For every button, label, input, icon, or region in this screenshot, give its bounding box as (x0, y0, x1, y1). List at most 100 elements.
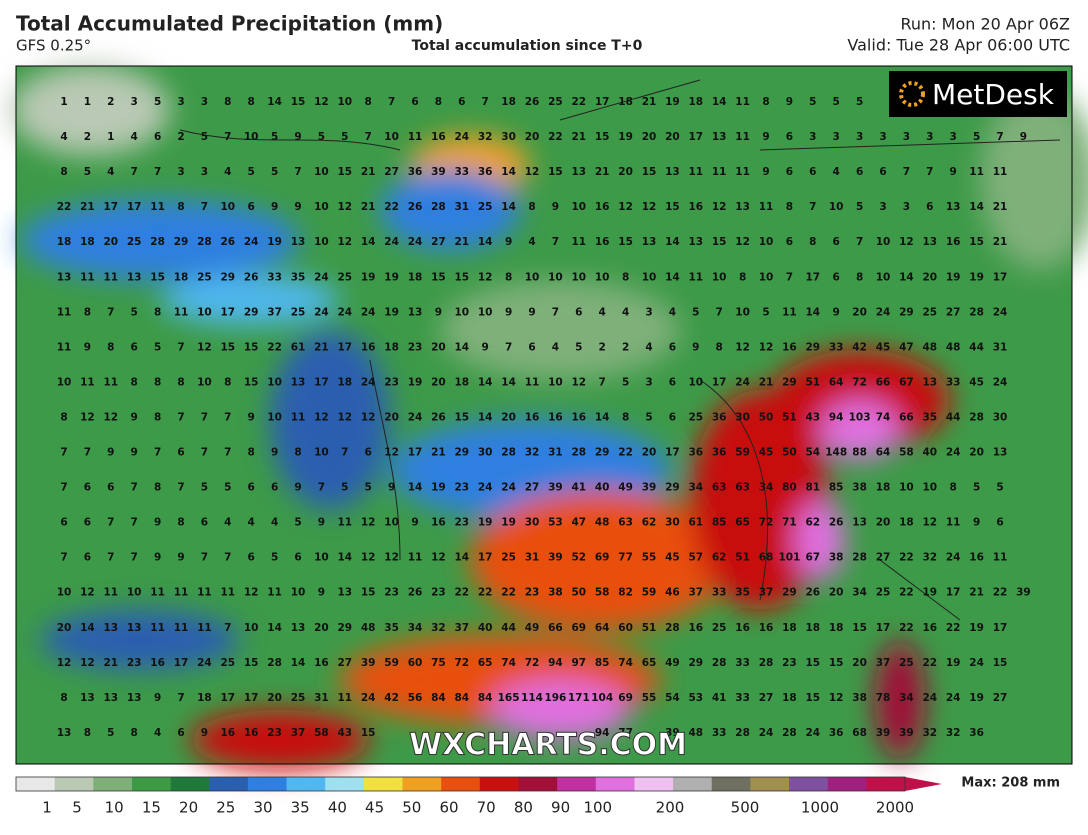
grid-value: 9 (248, 411, 255, 423)
grid-value: 25 (922, 306, 937, 318)
grid-value: 6 (84, 482, 91, 494)
grid-value: 18 (80, 236, 95, 248)
legend-swatch (93, 777, 133, 791)
grid-value: 6 (271, 482, 278, 494)
grid-value: 7 (131, 517, 138, 529)
grid-value: 17 (805, 271, 820, 283)
grid-value: 24 (408, 236, 423, 248)
grid-value: 7 (903, 166, 910, 178)
legend-tick-label: 35 (291, 799, 310, 817)
grid-value: 14 (501, 376, 516, 388)
grid-value: 19 (361, 271, 376, 283)
grid-value: 21 (80, 201, 95, 213)
grid-value: 3 (809, 131, 816, 143)
grid-value: 9 (435, 306, 442, 318)
grid-value: 21 (314, 341, 329, 353)
grid-value: 20 (922, 271, 937, 283)
grid-value: 13 (922, 236, 937, 248)
grid-value: 16 (431, 517, 446, 529)
grid-value: 9 (950, 166, 957, 178)
grid-value: 14 (501, 166, 516, 178)
grid-value: 66 (876, 376, 891, 388)
grid-value: 22 (922, 657, 937, 669)
grid-value: 7 (224, 411, 231, 423)
grid-value: 10 (244, 622, 259, 634)
legend-max: Max: 208 mm (961, 776, 1060, 791)
grid-value: 11 (174, 587, 189, 599)
grid-value: 8 (622, 411, 629, 423)
grid-value: 11 (80, 271, 95, 283)
grid-value: 8 (60, 692, 67, 704)
logo-box (889, 71, 1067, 117)
grid-value: 9 (692, 341, 699, 353)
grid-value: 1 (107, 131, 114, 143)
grid-value: 6 (458, 96, 465, 108)
grid-value: 48 (688, 727, 703, 739)
grid-value: 16 (571, 411, 586, 423)
grid-value: 6 (84, 552, 91, 564)
grid-value: 7 (786, 271, 793, 283)
grid-value: 7 (201, 411, 208, 423)
grid-value: 54 (805, 447, 820, 459)
grid-value: 10 (712, 271, 727, 283)
grid-value: 8 (248, 447, 255, 459)
grid-value: 7 (60, 447, 67, 459)
grid-value: 16 (969, 552, 984, 564)
legend-tick-label: 30 (253, 799, 272, 817)
grid-value: 25 (688, 411, 703, 423)
grid-value: 3 (950, 131, 957, 143)
grid-value: 35 (291, 271, 306, 283)
grid-value: 8 (154, 411, 161, 423)
legend-tick-label: 200 (656, 799, 685, 817)
grid-value: 11 (712, 166, 727, 178)
grid-value: 24 (501, 482, 516, 494)
grid-value: 11 (337, 517, 352, 529)
grid-value: 35 (735, 587, 750, 599)
grid-value: 26 (408, 201, 423, 213)
legend-swatch (441, 777, 481, 791)
grid-value: 18 (829, 622, 844, 634)
grid-value: 11 (220, 587, 235, 599)
grid-value: 14 (267, 96, 282, 108)
grid-value: 29 (782, 587, 797, 599)
grid-value: 47 (571, 517, 586, 529)
grid-value: 9 (528, 306, 535, 318)
grid-value: 29 (595, 447, 610, 459)
grid-value: 10 (57, 587, 72, 599)
grid-value: 35 (922, 411, 937, 423)
legend-arrow (905, 777, 942, 791)
grid-value: 10 (829, 201, 844, 213)
grid-value: 8 (177, 376, 184, 388)
grid-value: 20 (103, 236, 118, 248)
legend-swatch (131, 777, 172, 791)
grid-value: 33 (735, 692, 750, 704)
grid-value: 72 (525, 657, 540, 669)
grid-value: 24 (922, 692, 937, 704)
grid-value: 12 (478, 271, 493, 283)
grid-value: 17 (174, 657, 189, 669)
grid-value: 7 (318, 482, 325, 494)
grid-value: 9 (271, 201, 278, 213)
grid-value: 18 (899, 517, 914, 529)
grid-value: 8 (131, 376, 138, 388)
grid-value: 21 (993, 201, 1008, 213)
grid-value: 11 (197, 622, 212, 634)
grid-value: 9 (201, 727, 208, 739)
grid-value: 3 (131, 96, 138, 108)
grid-value: 39 (642, 482, 657, 494)
grid-value: 81 (805, 482, 820, 494)
grid-value: 63 (618, 517, 633, 529)
grid-value: 9 (107, 447, 114, 459)
grid-value: 10 (478, 306, 493, 318)
grid-value: 6 (926, 201, 933, 213)
grid-value: 56 (408, 692, 423, 704)
grid-value: 7 (552, 236, 559, 248)
grid-value: 15 (595, 131, 610, 143)
grid-value: 14 (408, 482, 423, 494)
grid-value: 13 (103, 692, 118, 704)
grid-value: 8 (365, 96, 372, 108)
grid-value: 12 (618, 201, 633, 213)
grid-value: 15 (642, 166, 657, 178)
grid-value: 18 (384, 341, 399, 353)
